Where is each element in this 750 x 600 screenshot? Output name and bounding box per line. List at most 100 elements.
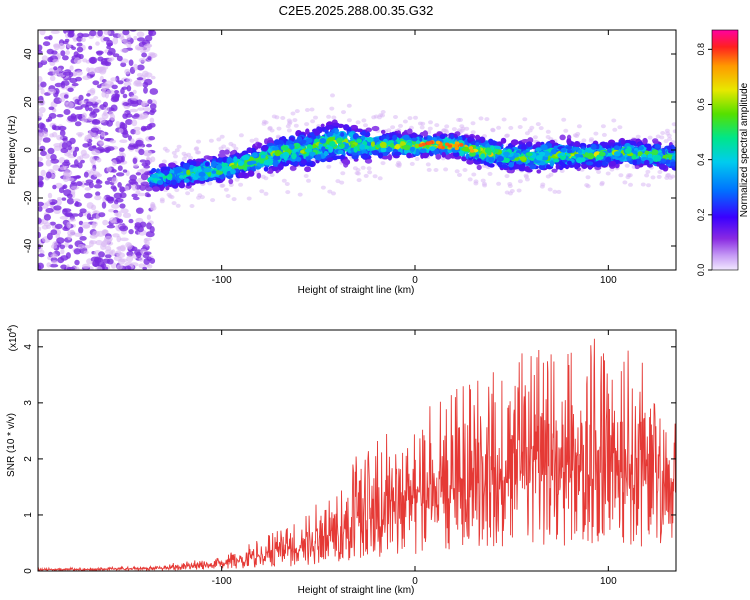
noise-point [119, 225, 129, 232]
noise-point [38, 175, 44, 182]
noise-point [135, 172, 142, 176]
noise-point [73, 57, 82, 64]
noise-point [45, 171, 52, 179]
ridge-point [415, 148, 420, 155]
halo-point [407, 116, 413, 121]
ridge-point [370, 140, 375, 147]
noise-point [134, 222, 142, 227]
ridge-point [323, 150, 329, 157]
noise-point [38, 141, 41, 146]
halo-point [471, 172, 477, 177]
noise-point [142, 45, 151, 52]
y-tick-label: 1 [23, 512, 34, 518]
ridge-point [461, 146, 470, 152]
ridge-point [501, 164, 509, 169]
ridge-point [426, 135, 433, 142]
noise-point [74, 114, 84, 119]
noise-point [70, 181, 77, 185]
noise-point [55, 199, 62, 206]
ridge-point [525, 152, 533, 157]
halo-point [164, 148, 170, 153]
y-tick-label: 3 [23, 400, 34, 406]
noise-point [97, 30, 103, 37]
halo-point [223, 187, 229, 192]
ridge-point [422, 130, 428, 137]
ridge-point [186, 169, 191, 176]
ridge-point [414, 143, 420, 149]
halo-point [490, 128, 496, 133]
ridge-point [595, 160, 602, 168]
halo-point [354, 171, 360, 176]
noise-point [59, 97, 66, 102]
ridge-point [334, 129, 339, 135]
halo-point [297, 192, 303, 197]
noise-point [130, 95, 139, 101]
halo-point [496, 181, 502, 186]
halo-point [487, 171, 493, 176]
ridge-point [366, 137, 374, 143]
noise-point [81, 153, 90, 159]
ridge-point [153, 177, 158, 182]
noise-point [53, 43, 61, 48]
noise-point [91, 119, 101, 125]
noise-point [78, 212, 84, 218]
ridge-point [353, 146, 358, 153]
halo-point [293, 123, 299, 128]
noise-point [40, 150, 47, 157]
noise-point [93, 184, 103, 189]
halo-point [208, 138, 214, 143]
halo-point [188, 155, 193, 160]
halo-point [234, 177, 240, 182]
noise-point [47, 116, 53, 122]
noise-point [111, 84, 118, 90]
colorbar-ticks: 0.0 0.2 0.4 0.6 0.8 [696, 43, 712, 276]
noise-point [113, 209, 119, 214]
halo-point [508, 125, 514, 130]
ridge-point [474, 154, 480, 159]
noise-point [143, 86, 148, 94]
ridge-point [449, 134, 455, 140]
halo-point [287, 120, 293, 125]
noise-point [42, 41, 51, 47]
noise-point [75, 76, 82, 82]
noise-point [95, 191, 101, 197]
halo-point [372, 174, 378, 179]
ridge-point [296, 136, 303, 142]
halo-point [331, 115, 337, 120]
noise-point [118, 128, 124, 134]
halo-point [524, 174, 529, 179]
halo-point [507, 184, 513, 188]
noise-point [106, 166, 112, 172]
halo-point [563, 128, 569, 133]
halo-point [363, 123, 368, 128]
noise-point [136, 37, 146, 42]
halo-point [576, 124, 582, 129]
ridge-point [666, 145, 673, 151]
noise-point [90, 168, 97, 173]
ridge-point [523, 166, 531, 172]
halo-point [625, 175, 631, 180]
ridge-point [336, 137, 343, 144]
noise-point [69, 229, 75, 236]
ridge-point [411, 137, 418, 142]
peak-point [426, 141, 431, 145]
ridge-point [380, 147, 387, 153]
noise-point [110, 77, 117, 82]
ridge-point [166, 174, 172, 181]
ridge-point [192, 167, 198, 173]
halo-point [313, 115, 318, 120]
noise-point [119, 147, 125, 152]
ridge-point [421, 152, 429, 159]
noise-point [62, 208, 72, 213]
noise-point [70, 186, 80, 190]
colorbar-label: Normalized spectral amplitude [739, 82, 750, 217]
noise-point [148, 136, 156, 141]
halo-point [249, 138, 255, 143]
halo-point [538, 126, 544, 131]
noise-point [66, 221, 72, 229]
noise-point [141, 52, 148, 58]
noise-point [87, 116, 94, 121]
spectrogram-x-ticks: -100 0 100 [212, 30, 617, 286]
noise-point [65, 50, 70, 55]
ridge-point [178, 182, 186, 189]
